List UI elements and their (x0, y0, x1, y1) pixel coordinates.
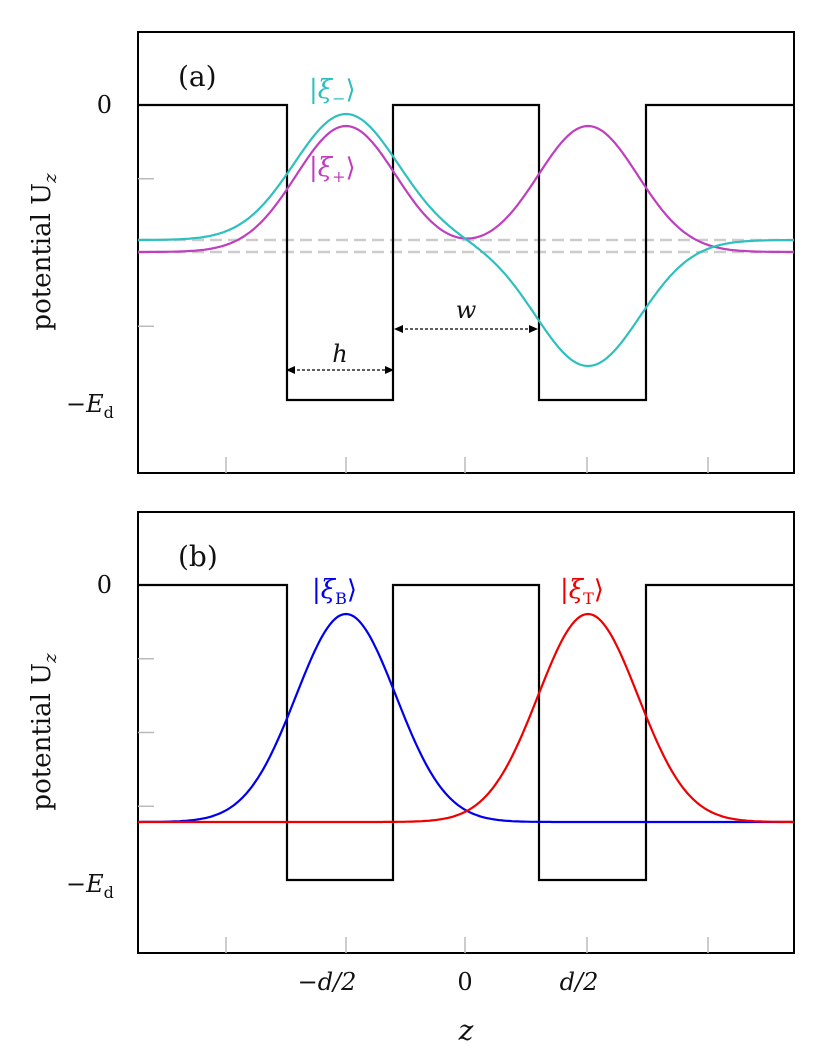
dimension-h-arrowhead-left (286, 366, 295, 374)
series-t-label-text: |ξ (560, 575, 585, 605)
panel-a-series-plus (138, 124, 794, 254)
panel-a-ytick-zero: 0 (97, 91, 112, 119)
dimension-w: w (394, 296, 538, 333)
panel-a-ylabel-main: potential U (27, 183, 57, 331)
panel-b-frame (137, 511, 795, 954)
panel-a-label: (a) (178, 60, 217, 93)
panel-a: h w (a) |ξ−⟩ |ξ+⟩ 0 −Ed potential Uz (27, 31, 795, 474)
panel-b: (b) |ξB⟩ |ξT⟩ 0 −Ed potential Uz −d/2 0 … (27, 511, 795, 1047)
xtick-label-zero: 0 (457, 968, 472, 996)
series-plus-label: |ξ+⟩ (309, 153, 356, 186)
xtick-label-neg-d2: −d/2 (298, 968, 357, 996)
dimension-w-arrowhead-right (529, 325, 538, 333)
panel-a-potential-line (138, 103, 794, 402)
series-minus-label-text: |ξ (309, 75, 334, 105)
dimension-w-arrowhead-left (394, 325, 403, 333)
series-minus-label-sub: − (332, 89, 345, 108)
dimension-h-label: h (332, 340, 347, 368)
panel-b-ytick-zero: 0 (97, 571, 112, 599)
panel-a-series-minus (138, 112, 795, 368)
dimension-h: h (286, 340, 394, 374)
xtick-label-d2: d/2 (560, 968, 599, 996)
series-plus-label-text: |ξ (309, 153, 334, 183)
series-b-label-ket: ⟩ (347, 575, 357, 605)
series-minus-label-ket: ⟩ (346, 75, 356, 105)
series-b-label-sub: B (335, 589, 347, 608)
panel-b-potential-line (138, 583, 794, 882)
panel-b-minor-ticks (138, 658, 709, 953)
series-t-label: |ξT⟩ (560, 575, 604, 608)
panel-a-ylabel: potential Uz (27, 173, 61, 331)
panel-b-ylabel-sub: z (40, 653, 61, 664)
panel-b-ytick-ed: −Ed (66, 870, 114, 902)
series-plus-label-ket: ⟩ (346, 153, 356, 183)
series-t-label-ket: ⟩ (594, 575, 604, 605)
x-axis-label: z (458, 1014, 474, 1047)
panel-b-label: (b) (178, 540, 218, 573)
panel-a-ytick-ed-main: −E (66, 390, 104, 418)
series-b-label-text: |ξ (312, 575, 337, 605)
dimension-h-arrowhead-right (385, 366, 394, 374)
panel-b-ylabel: potential Uz (27, 653, 61, 811)
panel-b-ytick-ed-main: −E (66, 870, 104, 898)
panel-b-series-top (138, 612, 795, 824)
series-b-label: |ξB⟩ (312, 575, 357, 608)
panel-b-ylabel-main: potential U (27, 663, 57, 811)
panel-a-minor-ticks (138, 178, 709, 473)
series-plus-label-sub: + (332, 167, 345, 186)
dimension-w-label: w (456, 296, 477, 324)
panel-b-series-bottom (138, 612, 794, 824)
series-t-label-sub: T (583, 589, 594, 608)
panel-a-ytick-ed-sub: d (104, 403, 114, 422)
panel-a-ytick-ed: −Ed (66, 390, 114, 422)
series-minus-label: |ξ−⟩ (309, 75, 356, 108)
panel-b-ytick-ed-sub: d (104, 883, 114, 902)
panel-a-ylabel-sub: z (40, 173, 61, 184)
